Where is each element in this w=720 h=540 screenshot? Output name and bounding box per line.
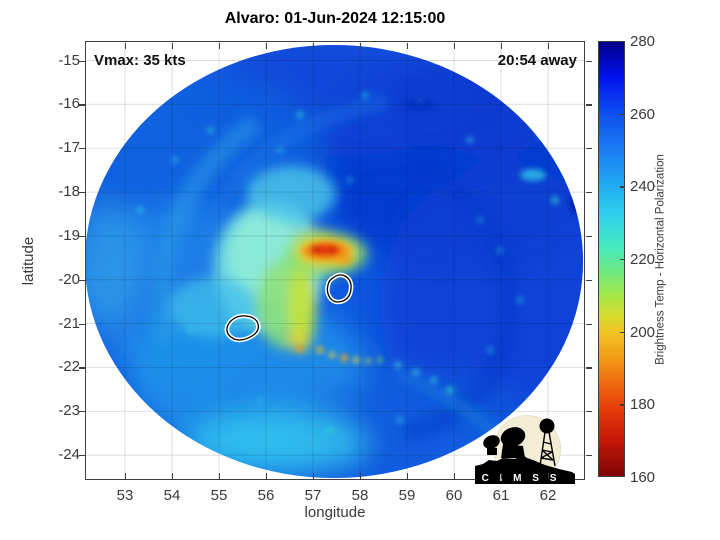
y-tick-mark: [585, 192, 592, 194]
x-tick-label: 57: [304, 487, 322, 504]
x-tick-mark: [407, 43, 409, 49]
y-tick-mark: [79, 60, 86, 62]
colorbar-tick-mark: [620, 331, 625, 333]
colorbar-tick-label: 180: [630, 396, 656, 414]
grid-overlay: [86, 42, 585, 480]
x-tick-label: 60: [445, 487, 463, 504]
x-tick-mark: [125, 473, 127, 479]
y-tick-mark: [79, 323, 86, 325]
y-tick-mark: [585, 235, 592, 238]
water-tower-icon: [539, 418, 556, 467]
x-tick-mark: [454, 43, 456, 49]
colorbar-tick-label: 220: [630, 251, 656, 268]
microwave-swath-image: [86, 42, 585, 480]
y-tick-label: -21: [58, 314, 80, 332]
y-tick-mark: [585, 279, 592, 281]
y-tick-mark: [585, 411, 592, 413]
dotted-band: [316, 346, 437, 383]
x-tick-label: 55: [210, 487, 228, 504]
colorbar-tick-label: 260: [630, 105, 656, 123]
x-tick-mark: [360, 43, 362, 49]
x-tick-mark: [454, 473, 456, 479]
y-tick-mark: [79, 235, 86, 238]
y-tick-mark: [585, 367, 592, 369]
x-tick-mark: [360, 473, 362, 479]
x-tick-label: 53: [116, 487, 134, 504]
y-tick-label: -20: [58, 270, 80, 288]
y-tick-label: -24: [58, 446, 80, 464]
x-tick-mark: [172, 43, 174, 49]
colorbar-tick-label: 280: [630, 33, 656, 50]
colorbar-tick-label: 160: [630, 469, 656, 486]
x-tick-mark: [125, 43, 127, 49]
y-tick-label: -18: [58, 183, 80, 201]
x-axis-label: longitude: [304, 504, 366, 521]
y-tick-label: -23: [58, 402, 80, 420]
x-tick-label: 58: [351, 487, 369, 504]
x-tick-label: 62: [539, 487, 557, 504]
colorbar-tick-label: 240: [630, 178, 656, 196]
y-tick-mark: [79, 148, 86, 150]
y-tick-mark: [79, 455, 86, 457]
x-tick-label: 54: [163, 487, 181, 504]
y-tick-mark: [79, 104, 86, 106]
colorbar-tick-mark: [620, 404, 625, 406]
satellite-dishes-icon: [483, 427, 526, 458]
cimss-logo: C I M S S: [475, 415, 575, 484]
chart-title: Alvaro: 01-Jun-2024 12:15:00: [224, 10, 446, 27]
vmax-annotation: Vmax: 35 kts: [94, 52, 186, 69]
y-tick-mark: [585, 104, 592, 106]
x-tick-mark: [219, 473, 221, 479]
colorbar-tick-label: 200: [630, 323, 656, 341]
y-tick-mark: [79, 411, 86, 413]
x-tick-mark: [219, 43, 221, 49]
x-tick-label: 56: [257, 487, 275, 504]
x-tick-mark: [501, 473, 503, 479]
colorbar-tick-mark: [620, 186, 625, 188]
x-tick-mark: [313, 473, 315, 479]
y-tick-label: -19: [58, 226, 80, 244]
x-tick-mark: [313, 43, 315, 49]
y-tick-mark: [585, 323, 592, 325]
x-tick-mark: [266, 43, 268, 49]
island-contours: [224, 272, 354, 343]
x-tick-mark: [548, 473, 550, 479]
y-tick-mark: [585, 148, 592, 150]
y-tick-mark: [585, 60, 592, 62]
logo-text: C I M S S: [482, 473, 561, 484]
y-tick-label: -16: [58, 95, 80, 113]
y-tick-mark: [79, 279, 86, 281]
x-tick-label: 61: [492, 487, 510, 504]
x-tick-mark: [407, 473, 409, 479]
time-away-annotation: 20:54 away: [497, 52, 577, 69]
colorbar-tick-mark: [620, 113, 625, 115]
y-tick-label: -17: [58, 139, 80, 157]
y-tick-mark: [585, 455, 592, 457]
x-tick-mark: [172, 473, 174, 479]
y-tick-mark: [79, 367, 86, 369]
x-tick-mark: [548, 43, 550, 49]
hot-spot: [296, 241, 353, 352]
x-tick-label: 59: [398, 487, 416, 504]
y-tick-mark: [79, 192, 86, 194]
y-axis-label: latitude: [20, 236, 37, 286]
x-tick-mark: [501, 43, 503, 49]
x-tick-mark: [266, 473, 268, 479]
y-tick-label: -22: [58, 358, 80, 376]
colorbar-tick-mark: [620, 259, 625, 261]
speckles: [137, 52, 583, 434]
y-tick-label: -15: [58, 51, 80, 69]
logo-banner: [475, 454, 575, 484]
